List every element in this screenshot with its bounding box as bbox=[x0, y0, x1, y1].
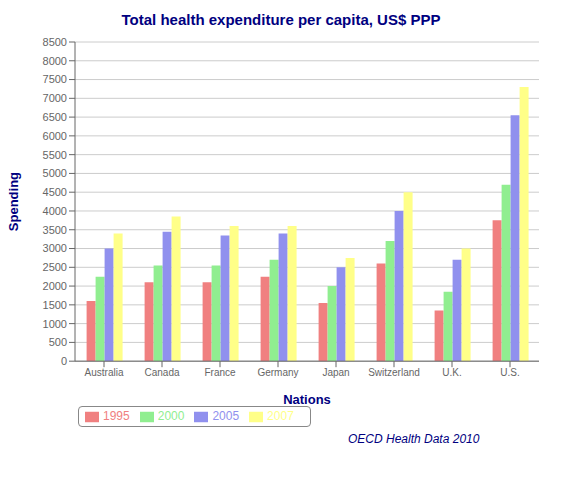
svg-text:Germany: Germany bbox=[257, 367, 298, 378]
svg-text:4000: 4000 bbox=[43, 205, 67, 217]
svg-text:4500: 4500 bbox=[43, 186, 67, 198]
svg-text:2500: 2500 bbox=[43, 261, 67, 273]
html-text:2007: 2007 bbox=[267, 409, 294, 424]
html-text:OECD Health Data 2010: OECD Health Data 2010 bbox=[348, 432, 480, 446]
svg-text:France: France bbox=[204, 367, 236, 378]
svg-text:Japan: Japan bbox=[322, 367, 349, 378]
svg-text:6000: 6000 bbox=[43, 130, 67, 142]
svg-text:5000: 5000 bbox=[43, 167, 67, 179]
svg-text:3500: 3500 bbox=[43, 224, 67, 236]
svg-text:7500: 7500 bbox=[43, 73, 67, 85]
svg-text:Nations: Nations bbox=[283, 392, 331, 407]
svg-text:Switzerland: Switzerland bbox=[368, 367, 420, 378]
svg-text:5500: 5500 bbox=[43, 149, 67, 161]
svg-text:U.K.: U.K. bbox=[442, 367, 461, 378]
svg-text:1000: 1000 bbox=[43, 318, 67, 330]
svg-text:Spending: Spending bbox=[8, 172, 21, 231]
svg-text:0: 0 bbox=[61, 355, 67, 367]
html-text:Total health expenditure per c: Total health expenditure per capita, US$… bbox=[121, 11, 441, 28]
html-text:2005: 2005 bbox=[212, 409, 240, 424]
svg-text:2000: 2000 bbox=[43, 280, 67, 292]
svg-text:U.S.: U.S. bbox=[500, 367, 519, 378]
svg-text:7000: 7000 bbox=[43, 92, 67, 104]
svg-text:3000: 3000 bbox=[43, 242, 67, 254]
svg-text:8000: 8000 bbox=[43, 55, 67, 67]
svg-text:8500: 8500 bbox=[43, 36, 67, 48]
svg-text:500: 500 bbox=[49, 336, 67, 348]
svg-text:Canada: Canada bbox=[144, 367, 179, 378]
svg-text:Australia: Australia bbox=[85, 367, 124, 378]
html-text:2000: 2000 bbox=[157, 409, 185, 424]
svg-text:6500: 6500 bbox=[43, 111, 67, 123]
svg-text:1500: 1500 bbox=[43, 299, 67, 311]
html-text:1995: 1995 bbox=[103, 409, 130, 424]
